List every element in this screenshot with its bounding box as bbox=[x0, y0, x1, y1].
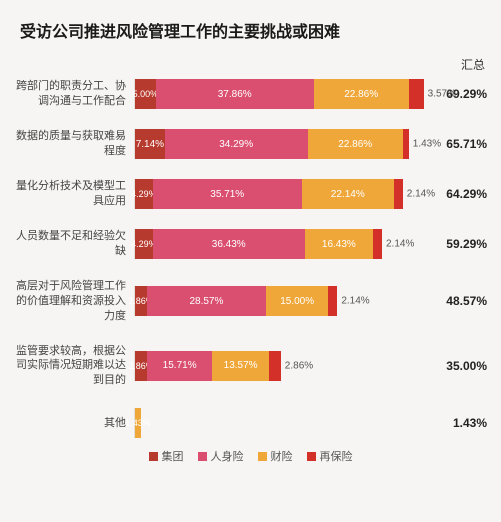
bar-segment-group: 2.86% bbox=[135, 351, 147, 381]
segment-value-label: 28.57% bbox=[189, 296, 223, 307]
legend-swatch bbox=[198, 452, 207, 461]
bar-area: 1.43% bbox=[134, 408, 435, 438]
chart-title: 受访公司推进风险管理工作的主要挑战或困难 bbox=[14, 18, 487, 42]
row-total: 1.43% bbox=[435, 416, 487, 430]
segment-value-label: 22.14% bbox=[331, 189, 365, 200]
bar-track: 2.86% 28.57% 15.00% 2.14% bbox=[135, 286, 337, 316]
segment-value-label: 5.00% bbox=[133, 89, 159, 99]
row-total: 65.71% bbox=[435, 137, 487, 151]
bar-area: 2.86% 28.57% 15.00% 2.14% bbox=[134, 286, 435, 316]
legend-swatch bbox=[149, 452, 158, 461]
legend-swatch bbox=[307, 452, 316, 461]
bar-track: 2.86% 15.71% 13.57% 2.86% bbox=[135, 351, 281, 381]
legend-label: 集团 bbox=[162, 448, 184, 464]
bar-segment-property: 13.57% bbox=[212, 351, 269, 381]
bar-segment-property: 1.43% bbox=[135, 408, 141, 438]
bar-segment-group: 4.29% bbox=[135, 229, 153, 259]
bar-track: 4.29% 35.71% 22.14% 2.14% bbox=[135, 179, 403, 209]
bar-segment-property: 22.14% bbox=[302, 179, 394, 209]
segment-value-label: 16.43% bbox=[322, 239, 356, 250]
legend-item-rein: 再保险 bbox=[307, 448, 353, 464]
segment-value-label: 2.86% bbox=[285, 360, 313, 371]
legend-item-property: 财险 bbox=[258, 448, 293, 464]
bar-rows: 跨部门的职责分工、协调沟通与工作配合5.00% 37.86% 22.86% 3.57%… bbox=[14, 79, 487, 438]
category-label: 跨部门的职责分工、协调沟通与工作配合 bbox=[14, 79, 134, 109]
segment-value-label: 36.43% bbox=[212, 239, 246, 250]
legend-label: 人身险 bbox=[211, 448, 244, 464]
bar-segment-life: 34.29% bbox=[165, 129, 308, 159]
bar-segment-rein: 2.14% bbox=[394, 179, 403, 209]
legend: 集团 人身险 财险 再保险 bbox=[14, 448, 487, 464]
bar-row: 量化分析技术及模型工具应用4.29%35.71%22.14%2.14%64.29… bbox=[14, 179, 487, 209]
bar-row: 监管要求较高，根据公司实际情况短期难以达到目的2.86%15.71%13.57%… bbox=[14, 344, 487, 389]
chart-container: 受访公司推进风险管理工作的主要挑战或困难 汇总 跨部门的职责分工、协调沟通与工作… bbox=[0, 0, 501, 476]
segment-value-label: 22.86% bbox=[344, 89, 378, 100]
legend-item-life: 人身险 bbox=[198, 448, 244, 464]
bar-segment-life: 15.71% bbox=[147, 351, 212, 381]
bar-segment-group: 2.86% bbox=[135, 286, 147, 316]
legend-swatch bbox=[258, 452, 267, 461]
category-label: 人员数量不足和经验欠缺 bbox=[14, 229, 134, 259]
bar-row: 跨部门的职责分工、协调沟通与工作配合5.00% 37.86% 22.86% 3.57%… bbox=[14, 79, 487, 109]
segment-value-label: 35.71% bbox=[210, 189, 244, 200]
bar-area: 4.29% 36.43% 16.43% 2.14% bbox=[134, 229, 435, 259]
bar-segment-property: 16.43% bbox=[305, 229, 373, 259]
bar-segment-rein: 1.43% bbox=[403, 129, 409, 159]
bar-track: 7.14% 34.29% 22.86% 1.43% bbox=[135, 129, 409, 159]
category-label: 高层对于风险管理工作的价值理解和资源投入力度 bbox=[14, 279, 134, 324]
bar-area: 7.14% 34.29% 22.86% 1.43% bbox=[134, 129, 435, 159]
bar-segment-group: 5.00% bbox=[135, 79, 156, 109]
legend-label: 财险 bbox=[271, 448, 293, 464]
bar-area: 2.86% 15.71% 13.57% 2.86% bbox=[134, 351, 435, 381]
bar-segment-property: 22.86% bbox=[314, 79, 409, 109]
header-row: 汇总 bbox=[14, 56, 487, 73]
bar-row: 其他1.43%1.43% bbox=[14, 408, 487, 438]
bar-segment-life: 37.86% bbox=[156, 79, 314, 109]
bar-segment-rein: 3.57% bbox=[409, 79, 424, 109]
segment-value-label: 2.14% bbox=[386, 239, 414, 250]
bar-segment-life: 36.43% bbox=[153, 229, 305, 259]
total-header: 汇总 bbox=[435, 56, 487, 73]
bar-track: 5.00% 37.86% 22.86% 3.57% bbox=[135, 79, 424, 109]
bar-row: 高层对于风险管理工作的价值理解和资源投入力度2.86%28.57%15.00%2… bbox=[14, 279, 487, 324]
segment-value-label: 2.14% bbox=[341, 296, 369, 307]
bar-segment-group: 4.29% bbox=[135, 179, 153, 209]
legend-item-group: 集团 bbox=[149, 448, 184, 464]
bar-segment-rein: 2.14% bbox=[328, 286, 337, 316]
row-total: 35.00% bbox=[435, 359, 487, 373]
segment-value-label: 15.00% bbox=[280, 296, 314, 307]
row-total: 69.29% bbox=[435, 87, 487, 101]
category-label: 数据的质量与获取难易程度 bbox=[14, 129, 134, 159]
segment-value-label: 34.29% bbox=[219, 139, 253, 150]
bar-segment-group: 7.14% bbox=[135, 129, 165, 159]
segment-value-label: 22.86% bbox=[338, 139, 372, 150]
segment-value-label: 15.71% bbox=[163, 360, 197, 371]
bar-segment-property: 15.00% bbox=[266, 286, 329, 316]
row-total: 64.29% bbox=[435, 187, 487, 201]
legend-label: 再保险 bbox=[320, 448, 353, 464]
category-label: 监管要求较高，根据公司实际情况短期难以达到目的 bbox=[14, 344, 134, 389]
row-total: 48.57% bbox=[435, 294, 487, 308]
bar-area: 4.29% 35.71% 22.14% 2.14% bbox=[134, 179, 435, 209]
segment-value-label: 2.14% bbox=[407, 189, 435, 200]
category-label: 量化分析技术及模型工具应用 bbox=[14, 179, 134, 209]
bar-row: 数据的质量与获取难易程度7.14% 34.29% 22.86% 1.43% 65.71% bbox=[14, 129, 487, 159]
segment-value-label: 37.86% bbox=[218, 89, 252, 100]
bar-segment-life: 28.57% bbox=[147, 286, 266, 316]
bar-segment-rein: 2.14% bbox=[373, 229, 382, 259]
segment-value-label: 13.57% bbox=[224, 360, 258, 371]
segment-value-label: 7.14% bbox=[136, 139, 164, 150]
bar-segment-life: 35.71% bbox=[153, 179, 302, 209]
bar-track: 1.43% bbox=[135, 408, 141, 438]
bar-segment-rein: 2.86% bbox=[269, 351, 281, 381]
bar-track: 4.29% 36.43% 16.43% 2.14% bbox=[135, 229, 382, 259]
bar-segment-property: 22.86% bbox=[308, 129, 403, 159]
row-total: 59.29% bbox=[435, 237, 487, 251]
bar-area: 5.00% 37.86% 22.86% 3.57% bbox=[134, 79, 435, 109]
bar-row: 人员数量不足和经验欠缺4.29% 36.43% 16.43% 2.14% 59.29% bbox=[14, 229, 487, 259]
category-label: 其他 bbox=[14, 416, 134, 431]
